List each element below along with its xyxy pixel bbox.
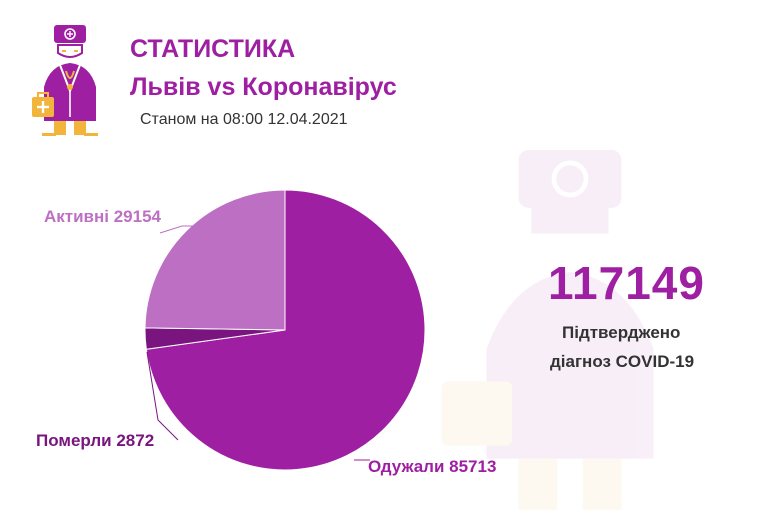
confirmed-caption-line2: діагноз COVID-19 [550, 352, 695, 371]
label-recovered: Одужали 85713 [368, 457, 496, 476]
page-subtitle: Львів vs Коронавірус [130, 73, 397, 101]
as-of-timestamp: Станом на 08:00 12.04.2021 [140, 111, 348, 128]
confirmed-total: 117149 [548, 257, 705, 309]
leader-line [146, 351, 179, 441]
confirmed-caption-line1: Підтверджено [562, 323, 681, 342]
slice-active [144, 189, 286, 331]
page-title: СТАТИСТИКА [130, 35, 296, 63]
doctor-logo-icon [32, 25, 98, 136]
label-active: Активні 29154 [44, 207, 162, 226]
doctor-watermark-icon [441, 150, 654, 510]
slice-recovered [145, 189, 426, 471]
leader-line [159, 225, 200, 234]
label-deceased: Померли 2872 [36, 431, 154, 450]
